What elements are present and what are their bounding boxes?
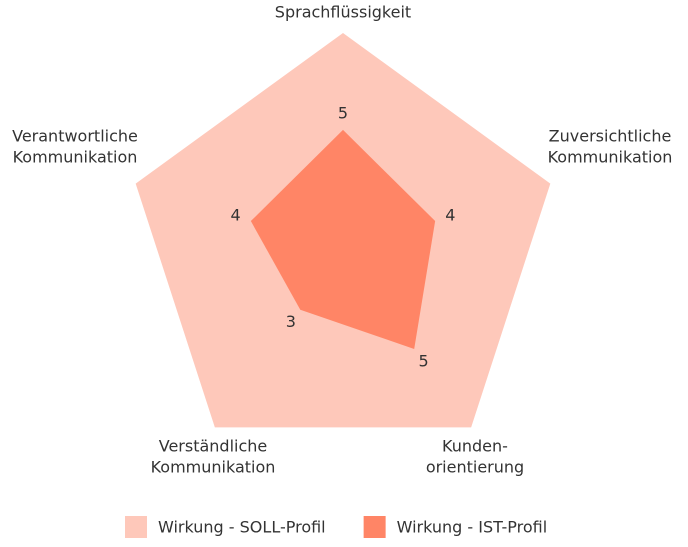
category-label: Zuversichtliche (549, 127, 672, 146)
radar-area (250, 129, 436, 349)
legend-swatch (125, 516, 147, 538)
category-label: Verantwortliche (12, 127, 138, 146)
category-label: Kommunikation (13, 148, 138, 167)
category-label: Kunden- (442, 437, 508, 456)
legend-label: Wirkung - IST-Profil (397, 518, 548, 537)
value-label: 4 (231, 206, 241, 225)
value-label: 3 (286, 312, 296, 331)
category-label: Sprachflüssigkeit (275, 3, 411, 22)
category-label: Kommunikation (548, 148, 673, 167)
category-label: orientierung (426, 458, 524, 477)
value-label: 4 (445, 206, 455, 225)
legend-label: Wirkung - SOLL-Profil (158, 518, 326, 537)
value-label: 5 (418, 351, 428, 370)
value-label: 5 (338, 103, 348, 122)
category-label: Kommunikation (151, 458, 276, 477)
category-label: Verständliche (159, 437, 268, 456)
legend-swatch (363, 516, 386, 538)
